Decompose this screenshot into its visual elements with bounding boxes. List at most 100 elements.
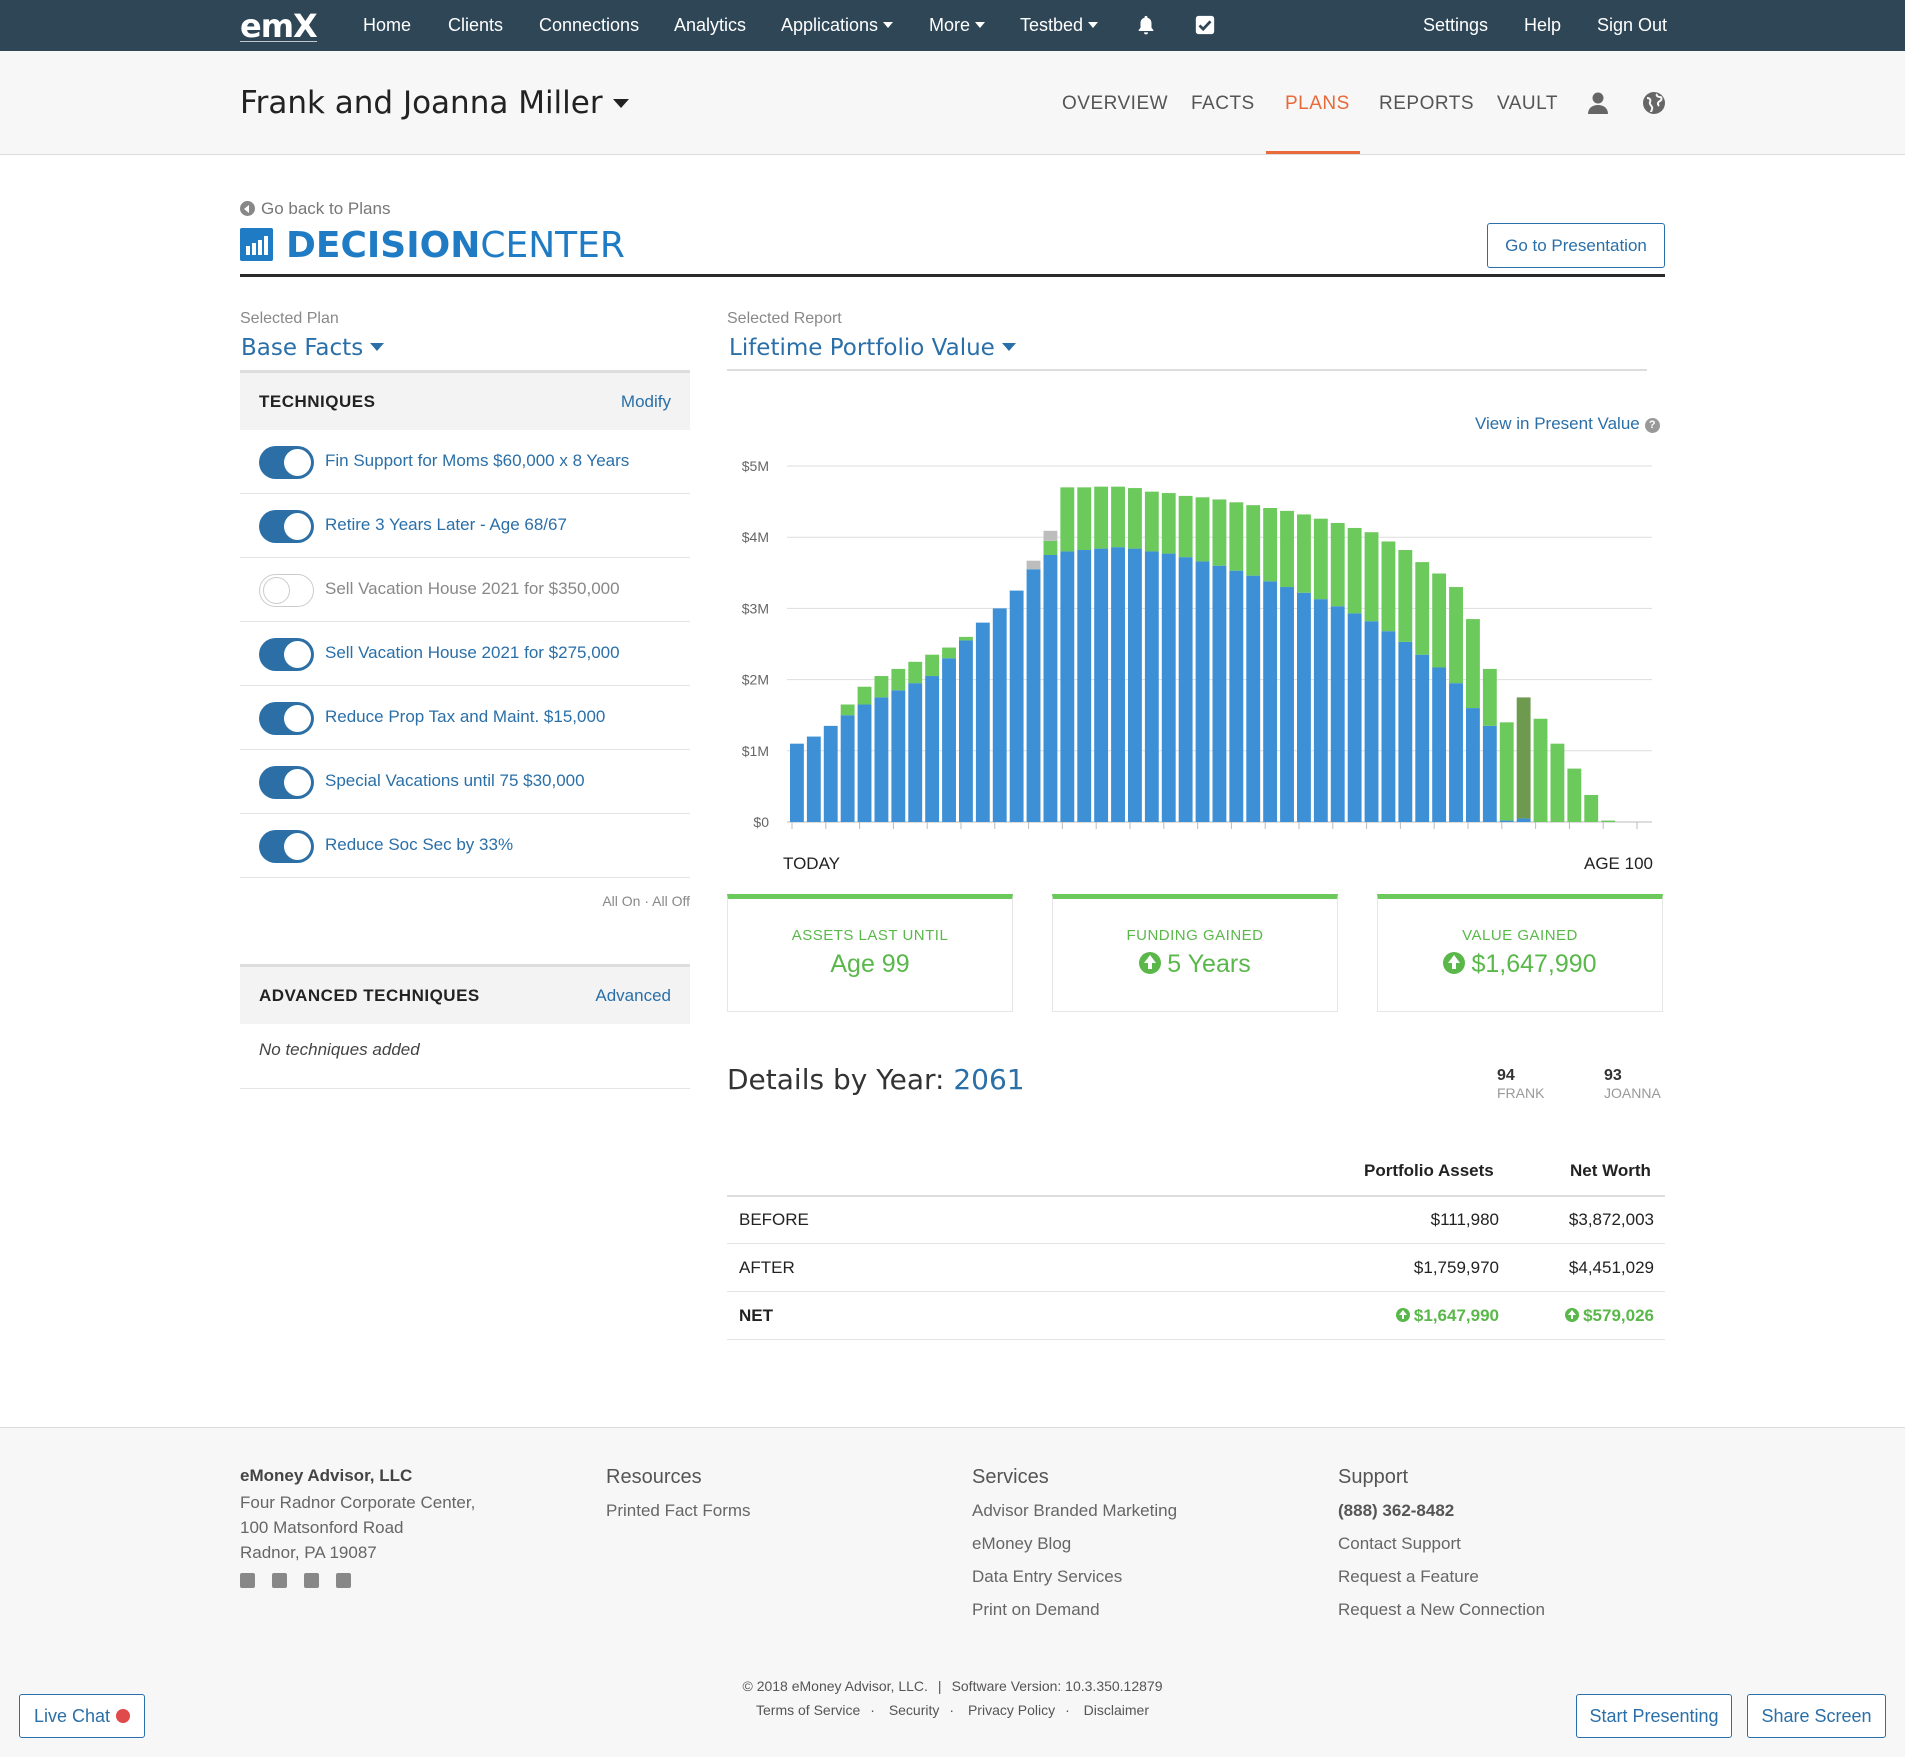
help-icon[interactable]: ? [1644, 418, 1660, 433]
tab-plans[interactable]: PLANS [1285, 93, 1350, 114]
chart-bar-gain [1212, 499, 1227, 566]
footer-link[interactable]: Request a Feature [1338, 1567, 1479, 1586]
details-title: Details by Year: 2061 [727, 1063, 1025, 1096]
nav-sign-out[interactable]: Sign Out [1597, 15, 1668, 35]
chart-bar-before [1246, 575, 1261, 822]
advanced-link[interactable]: Advanced [595, 986, 671, 1005]
support-phone[interactable]: (888) 362-8482 [1338, 1501, 1455, 1520]
chart-bar-before [1077, 550, 1092, 822]
selected-report-dropdown[interactable]: Lifetime Portfolio Value [729, 335, 1016, 361]
chart-bar-gain [959, 636, 973, 641]
arrow-left-circle-icon [240, 201, 255, 216]
card-value: 5 Years [1167, 950, 1251, 978]
bar-chart-icon [240, 228, 273, 261]
chart-bar-gain [1516, 697, 1531, 819]
view-present-value-link[interactable]: View in Present Value? [1475, 414, 1660, 434]
footer-link[interactable]: Advisor Branded Marketing [972, 1501, 1178, 1520]
chevron-down-icon [1088, 22, 1099, 28]
title-bold: DECISION [286, 225, 481, 266]
technique-row: Reduce Soc Sec by 33% [240, 814, 690, 878]
go-to-presentation-button[interactable]: Go to Presentation [1487, 223, 1665, 268]
facebook-icon[interactable] [240, 1573, 255, 1588]
chart-bar-gain [908, 661, 923, 684]
disclaimer-link[interactable]: Disclaimer [1083, 1702, 1149, 1718]
chart-bar-before [857, 704, 872, 822]
footer-link[interactable]: Printed Fact Forms [606, 1501, 751, 1520]
chart-bar-gain [1347, 527, 1362, 614]
client-name-dropdown[interactable]: Frank and Joanna Miller [240, 85, 629, 121]
chart-bar-gain [857, 686, 872, 705]
chart-bar-before [1381, 631, 1396, 822]
nav-settings[interactable]: Settings [1423, 15, 1489, 35]
y-tick-label: $4M [742, 529, 769, 545]
technique-toggle[interactable] [259, 638, 314, 671]
chart-bar-before [1026, 569, 1041, 822]
arrow-up-circle-icon [1395, 1308, 1410, 1322]
pv-link-label: View in Present Value [1475, 414, 1640, 433]
footer-link[interactable]: Contact Support [1338, 1534, 1461, 1553]
live-chat-button[interactable]: Live Chat [19, 1694, 145, 1738]
chart-bar-gain [1533, 718, 1548, 822]
chart-bar-before [874, 697, 889, 822]
youtube-icon[interactable] [336, 1573, 351, 1588]
techniques-title: TECHNIQUES [259, 392, 376, 411]
share-screen-button[interactable]: Share Screen [1747, 1694, 1886, 1738]
all-on-link[interactable]: All On [602, 893, 641, 909]
technique-toggle[interactable] [259, 510, 314, 543]
age-value: 93 [1604, 1067, 1622, 1084]
chart-bar-gain [1313, 518, 1328, 600]
selected-plan-dropdown[interactable]: Base Facts [241, 335, 385, 361]
footer-link[interactable]: Print on Demand [972, 1600, 1100, 1619]
chart-bar-before [1398, 641, 1413, 822]
nav-applications[interactable]: Applications [781, 15, 894, 36]
bell-icon[interactable] [1134, 14, 1158, 36]
nav-testbed[interactable]: Testbed [1020, 15, 1099, 36]
nav-clients[interactable]: Clients [448, 15, 504, 35]
all-off-link[interactable]: All Off [652, 893, 690, 909]
technique-label: Retire 3 Years Later - Age 68/67 [325, 515, 567, 534]
chart-bar-gain [1246, 505, 1261, 576]
row-portfolio: $1,647,990 [1395, 1306, 1499, 1326]
go-back-link[interactable]: Go back to Plans [240, 199, 390, 219]
technique-toggle[interactable] [259, 446, 314, 479]
privacy-link[interactable]: Privacy Policy [967, 1702, 1056, 1718]
nav-more[interactable]: More [929, 15, 986, 36]
table-row: AFTER $1,759,970 $4,451,029 [727, 1244, 1665, 1292]
chart-bar-gain [840, 704, 855, 716]
user-icon[interactable] [1587, 91, 1609, 115]
technique-label: Fin Support for Moms $60,000 x 8 Years [325, 451, 630, 470]
technique-toggle[interactable] [259, 766, 314, 799]
terms-link[interactable]: Terms of Service [756, 1702, 861, 1718]
technique-toggle[interactable] [259, 574, 314, 607]
technique-row: Sell Vacation House 2021 for $350,000 [240, 558, 690, 622]
footer-link[interactable]: eMoney Blog [972, 1534, 1072, 1553]
modify-link[interactable]: Modify [620, 392, 671, 411]
technique-toggle[interactable] [259, 702, 314, 735]
nav-connections[interactable]: Connections [539, 15, 640, 35]
chart-bar-gain [1601, 820, 1616, 822]
security-link[interactable]: Security [888, 1702, 940, 1718]
checkbox-tasks-icon[interactable] [1193, 14, 1217, 36]
nav-analytics[interactable]: Analytics [674, 15, 747, 35]
emx-logo[interactable]: emX [240, 7, 318, 45]
selected-report-value: Lifetime Portfolio Value [729, 335, 995, 361]
footer-link[interactable]: Request a New Connection [1338, 1600, 1545, 1619]
footer-link[interactable]: Data Entry Services [972, 1567, 1123, 1586]
report-divider [727, 369, 1647, 371]
tab-facts[interactable]: FACTS [1191, 93, 1255, 114]
start-presenting-button[interactable]: Start Presenting [1576, 1694, 1732, 1738]
tab-overview[interactable]: OVERVIEW [1062, 93, 1169, 114]
separator-dot: · [644, 893, 653, 909]
tab-reports[interactable]: REPORTS [1379, 93, 1475, 114]
linkedin-icon[interactable] [304, 1573, 319, 1588]
nav-help[interactable]: Help [1524, 15, 1562, 35]
globe-icon[interactable] [1642, 91, 1666, 115]
row-portfolio: $1,759,970 [1413, 1258, 1499, 1277]
tab-vault[interactable]: VAULT [1497, 93, 1558, 114]
twitter-icon[interactable] [272, 1573, 287, 1588]
technique-toggle[interactable] [259, 830, 314, 863]
chart-bar-gain [1144, 491, 1159, 552]
nav-home[interactable]: Home [363, 15, 412, 35]
arrow-up-circle-icon [1443, 952, 1466, 974]
chart-bar-before [1009, 590, 1024, 822]
